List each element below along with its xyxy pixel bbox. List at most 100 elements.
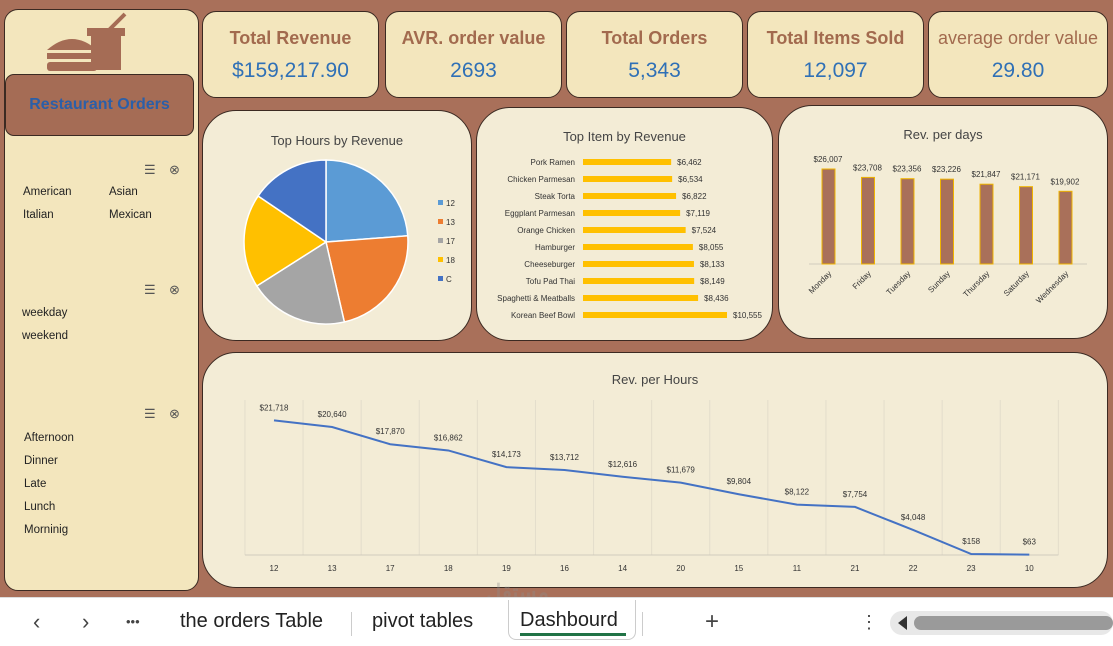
category-label: Korean Beef Bowl [511,311,575,320]
kpi-avr-order-value: AVR. order value 2693 [385,11,562,98]
x-tick-label: Sunday [926,269,952,295]
data-label: $20,640 [318,410,347,419]
kpi-total-orders: Total Orders 5,343 [566,11,743,98]
bar [1058,190,1073,265]
pie-slice [325,159,409,243]
scrollbar-thumb[interactable] [914,616,1113,630]
chart-title: Top Hours by Revenue [270,133,404,148]
data-label: $21,847 [972,170,1001,179]
bar [979,183,994,265]
bar [583,244,693,250]
slicer-item-cuisine[interactable]: Italian [23,209,54,221]
data-label: $13,712 [550,453,579,462]
slicer-item-daypart[interactable]: Dinner [24,455,58,467]
pie-chart: 12 13 17 18 C [243,159,455,325]
legend-swatch [438,238,443,243]
category-label: Hamburger [535,243,575,252]
pie-slice [325,235,409,323]
bar [583,227,686,233]
clear-filter-icon[interactable]: ⊗ [169,162,180,177]
kpi-average-order-value: average order value 29.80 [928,11,1108,98]
slicer-item-cuisine[interactable]: American [23,186,72,198]
kebab-menu-icon[interactable]: ⋮ [860,612,878,632]
data-label: $23,226 [932,165,961,174]
slicer-item-daytype[interactable]: weekend [22,330,69,342]
data-label: $6,822 [682,192,707,201]
tab-dashbourd[interactable]: Dashbourd [508,600,636,640]
burger-soda-logo-icon [47,12,127,71]
data-label: $19,902 [1051,177,1080,186]
x-tick-label: 11 [793,564,802,573]
data-label: $158 [962,537,980,546]
hours-line-chart: $21,718 12 $20,640 13 $17,870 17 $16,862 18 $14,… [244,400,1059,573]
bar [821,168,836,265]
data-label: $63 [1023,538,1037,547]
category-label: Steak Torta [535,192,576,201]
x-tick-label: Monday [807,269,833,295]
legend-swatch [438,257,443,262]
x-tick-label: Wednesday [1034,269,1070,305]
chevron-right-icon[interactable]: › [82,609,90,634]
x-tick-label: 19 [502,564,511,573]
slicer-item-daypart[interactable]: Lunch [24,501,56,513]
category-label: Eggplant Parmesan [505,209,575,218]
x-tick-label: 16 [560,564,569,573]
bar [583,278,695,284]
data-label: $8,133 [700,260,725,269]
more-tabs-icon[interactable]: ••• [126,614,140,629]
x-tick-label: 23 [967,564,976,573]
category-label: Pork Ramen [531,158,575,167]
category-label: Spaghetti & Meatballs [497,294,575,303]
x-tick-label: 20 [676,564,685,573]
data-label: $9,804 [727,477,752,486]
kpi-value: $159,217.90 [232,59,349,82]
tab-pivot-tables[interactable]: pivot tables [372,610,474,632]
x-tick-label: Saturday [1002,269,1031,298]
tab-dashbourd-label: Dashbourd [520,609,618,631]
bar [1019,186,1033,265]
slicer-item-daypart[interactable]: Late [24,478,47,490]
chevron-left-icon[interactable]: ‹ [33,609,41,634]
series-line [273,419,1030,556]
horizontal-scrollbar[interactable] [890,611,1113,635]
add-sheet-icon[interactable]: + [705,608,720,635]
legend-label: 17 [446,237,455,246]
legend-label: C [446,275,452,284]
data-label: $26,007 [814,155,843,164]
data-label: $16,862 [434,433,463,442]
x-tick-label: Thursday [961,269,991,299]
pie-slice [255,240,346,325]
multiselect-icon[interactable]: ☰ [144,282,156,297]
slicer-item-daypart[interactable]: Morninig [24,524,69,536]
pie-slice [243,194,328,287]
x-tick-label: 18 [444,564,453,573]
slicer-item-cuisine[interactable]: Mexican [109,209,152,221]
multiselect-icon[interactable]: ☰ [144,162,156,177]
legend-swatch [438,200,443,205]
clear-filter-icon[interactable]: ⊗ [169,282,180,297]
legend-label: 13 [446,218,455,227]
slicer-item-daytype[interactable]: weekday [22,307,68,319]
category-label: Chicken Parmesan [507,175,575,184]
category-label: Orange Chicken [517,226,575,235]
data-label: $8,149 [700,277,725,286]
slicer-item-cuisine[interactable]: Asian [109,186,138,198]
legend-swatch [438,219,443,224]
chart-title: Rev. per Hours [611,372,699,387]
legend-label: 12 [446,199,455,208]
days-bar-chart: $26,007 Monday $23,708 Friday $23,356 Tuesday… [807,155,1087,305]
slicer-item-daypart[interactable]: Afternoon [24,432,74,444]
kpi-total-items-sold: Total Items Sold 12,097 [747,11,924,98]
legend-swatch [438,276,443,281]
tab-orders-table[interactable]: the orders Table [180,610,324,632]
x-tick-label: 17 [386,564,395,573]
tab-divider [642,612,643,636]
data-label: $23,356 [893,165,922,174]
clear-filter-icon[interactable]: ⊗ [169,406,180,421]
x-tick-label: Tuesday [885,269,913,297]
x-tick-label: 10 [1025,564,1034,573]
data-label: $6,534 [678,175,703,184]
scroll-left-icon[interactable] [898,616,907,630]
pie-slice [257,159,327,244]
multiselect-icon[interactable]: ☰ [144,406,156,421]
